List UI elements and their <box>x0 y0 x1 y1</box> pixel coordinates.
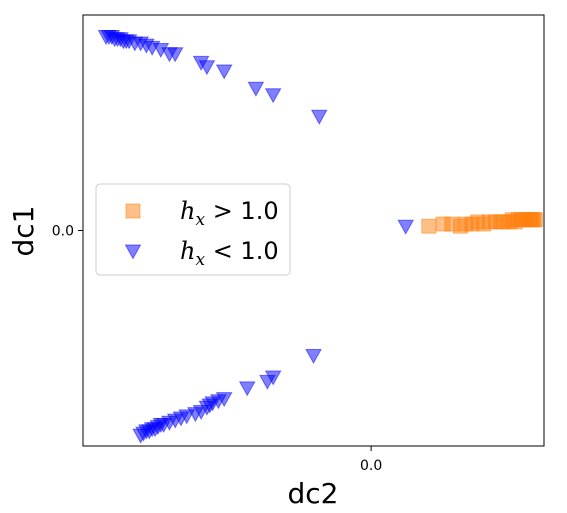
legend-box <box>95 183 291 276</box>
legend: hx > 1.0 hx < 1.0 <box>95 183 291 276</box>
y-tick-label: 0.0 <box>52 224 74 240</box>
triangle-point <box>166 47 184 63</box>
legend-triangle-marker <box>124 244 142 260</box>
triangle-point <box>259 374 276 390</box>
legend-entry-label: hx > 1.0 <box>180 197 279 230</box>
x-tick-label: 0.0 <box>360 458 382 474</box>
y-axis-ticks: 0.0 <box>52 224 83 240</box>
data-points <box>97 30 543 444</box>
x-axis-label: dc2 <box>288 477 339 510</box>
triangle-point <box>397 219 415 235</box>
triangle-point <box>215 64 233 80</box>
triangle-point <box>310 109 328 125</box>
triangle-point <box>247 81 265 97</box>
y-axis-label: dc1 <box>7 206 40 257</box>
legend-entry-label: hx < 1.0 <box>180 237 279 270</box>
x-axis-ticks: 0.0 <box>360 446 382 474</box>
triangle-point <box>238 381 256 397</box>
legend-square-marker <box>125 203 141 219</box>
triangle-point <box>198 60 216 76</box>
triangle-point <box>132 428 149 444</box>
square-point <box>527 212 543 228</box>
triangle-point <box>264 88 282 104</box>
triangle-point <box>305 348 322 365</box>
square-point <box>421 218 437 234</box>
